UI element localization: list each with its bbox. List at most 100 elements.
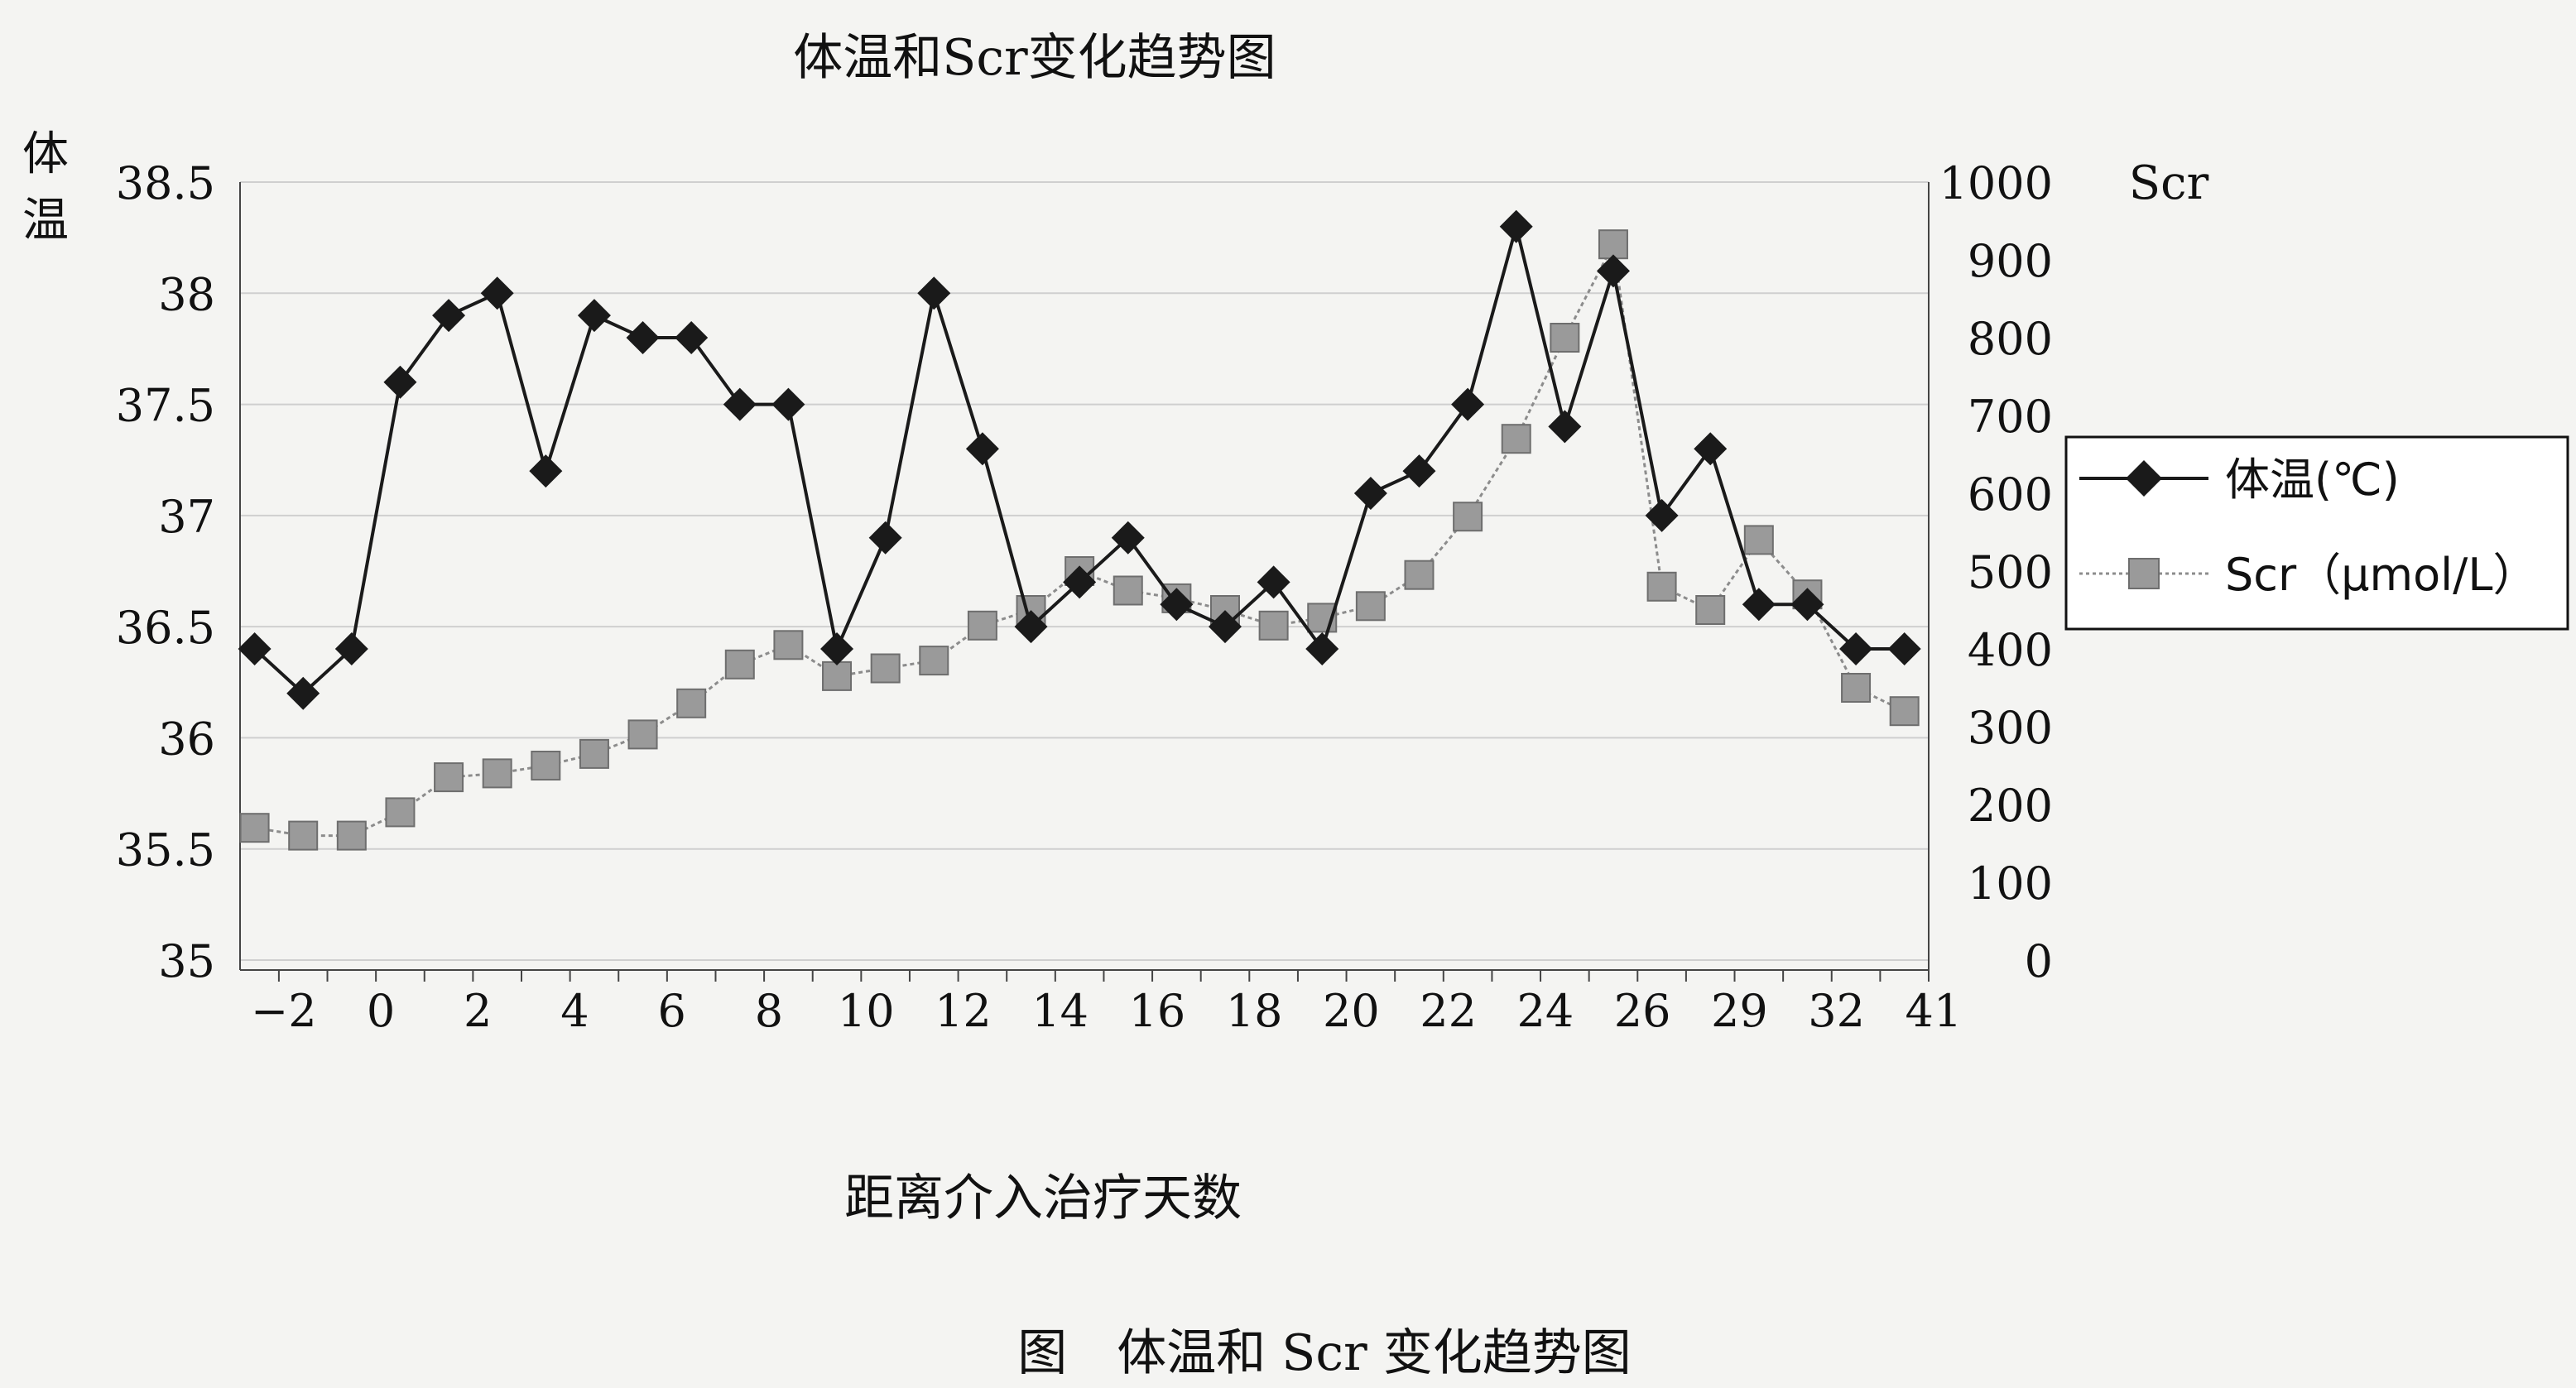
legend-label-temperature: 体温(℃): [2225, 454, 2400, 506]
left-axis-ticks: 35 35.5 36 36.5 37 37.5 38 38.5: [116, 157, 215, 987]
temperature-point: [480, 276, 514, 310]
x-tick-label: 0: [367, 985, 395, 1037]
scr-series-line: [254, 240, 1906, 838]
x-tick-label: 12: [935, 985, 992, 1037]
scr-point: [1646, 571, 1677, 602]
scr-point: [1743, 525, 1774, 555]
left-tick-label: 35: [158, 935, 215, 987]
legend-marker-scr: [2128, 558, 2160, 589]
scr-point: [1841, 673, 1872, 703]
x-tick-label: 32: [1808, 985, 1865, 1037]
temperature-point: [1257, 565, 1290, 599]
temperature-point: [1305, 632, 1339, 665]
legend: 体温(℃) Scr（μmol/L）: [2064, 435, 2569, 631]
temperature-point: [723, 387, 757, 421]
scr-point: [676, 688, 707, 718]
scr-point: [1258, 610, 1289, 641]
temperature-point: [1353, 477, 1387, 510]
scr-point: [579, 738, 609, 769]
temperature-point: [1596, 254, 1630, 288]
scr-point: [1307, 603, 1338, 633]
scr-point: [967, 610, 997, 641]
left-tick-label: 37: [158, 491, 215, 543]
scr-point: [1453, 502, 1483, 532]
temperature-point: [1887, 632, 1921, 665]
legend-marker-temperature: [2126, 460, 2162, 497]
figure-caption: 图 体温和 Scr 变化趋势图: [1017, 1324, 1632, 1382]
right-tick-label: 800: [1968, 313, 2053, 365]
x-tick-label: 18: [1226, 985, 1283, 1037]
scr-point: [239, 813, 270, 843]
temperature-point: [1742, 588, 1776, 622]
x-tick-label: 2: [464, 985, 492, 1037]
right-tick-label: 300: [1968, 702, 2053, 754]
scr-point: [1695, 595, 1726, 625]
x-tick-label: 20: [1323, 985, 1380, 1037]
x-tick-label: 8: [755, 985, 783, 1037]
legend-label-scr: Scr（μmol/L）: [2225, 549, 2537, 601]
scr-point: [1355, 591, 1386, 622]
right-tick-label: 0: [2025, 935, 2053, 987]
temperature-point: [1839, 632, 1873, 665]
scr-point: [482, 758, 512, 789]
temperature-point: [577, 299, 611, 333]
right-axis-ticks: 0 100 200 300 400 500 600 700 800 900 1000: [1939, 157, 2053, 987]
x-tick-label: 29: [1711, 985, 1768, 1037]
scr-point: [1889, 696, 1920, 727]
temperature-point: [1790, 588, 1824, 622]
temperature-point: [383, 365, 417, 399]
temperature-point: [529, 454, 563, 488]
temperature-point: [675, 321, 709, 354]
x-tick-label: −2: [251, 985, 317, 1037]
temperature-point: [1645, 498, 1679, 532]
scr-point: [531, 751, 561, 780]
x-tick-label: 10: [838, 985, 895, 1037]
scr-point: [724, 649, 755, 680]
x-tick-label: 16: [1129, 985, 1186, 1037]
x-tick-label: 41: [1906, 985, 1963, 1037]
right-tick-label: 500: [1968, 546, 2053, 598]
scr-point: [1501, 424, 1531, 454]
right-tick-label: 400: [1968, 624, 2053, 676]
left-tick-label: 38.5: [116, 157, 215, 209]
temperature-point: [1063, 565, 1097, 599]
temperature-point: [626, 321, 660, 354]
temperature-point: [917, 276, 951, 310]
temperature-point: [286, 676, 320, 710]
temperature-point: [820, 632, 854, 665]
scr-point: [919, 646, 949, 676]
temperature-point: [432, 299, 466, 333]
right-tick-label: 200: [1968, 780, 2053, 832]
temperature-point: [1160, 588, 1194, 622]
x-axis-title: 距离介入治疗天数: [844, 1169, 1242, 1227]
scr-point: [822, 660, 853, 691]
x-tick-label: 14: [1031, 985, 1089, 1037]
left-tick-label: 38: [158, 268, 215, 320]
left-tick-label: 35.5: [116, 824, 215, 877]
scr-point: [1404, 560, 1435, 590]
chart-title: 体温和Scr变化趋势图: [793, 29, 1276, 87]
temperature-point: [1111, 521, 1145, 555]
scr-point: [1598, 229, 1628, 260]
right-tick-label: 600: [1968, 468, 2053, 521]
scr-point: [288, 820, 319, 851]
x-tick-label: 6: [658, 985, 686, 1037]
temperature-point: [868, 521, 902, 555]
temperature-point: [334, 632, 368, 665]
scr-point: [1550, 323, 1580, 353]
temperature-point: [1548, 410, 1582, 444]
x-axis-ticks: −2 0 2 4 6 8 10 12 14 16 18 20 22 24 26 29 32 41: [251, 985, 1962, 1037]
scr-point: [773, 630, 804, 660]
right-axis-title: Scr: [2129, 156, 2209, 210]
temperature-point: [1694, 432, 1728, 466]
temperature-point: [965, 432, 999, 466]
x-tick-label: 24: [1517, 985, 1574, 1037]
x-tick-label: 4: [560, 985, 589, 1037]
left-axis-title-char-1: 体: [22, 127, 69, 181]
x-tick-label: 26: [1614, 985, 1671, 1037]
temperature-point: [1014, 610, 1048, 644]
right-tick-label: 100: [1968, 857, 2053, 910]
temperature-point: [1209, 610, 1242, 644]
scr-point: [870, 653, 901, 684]
